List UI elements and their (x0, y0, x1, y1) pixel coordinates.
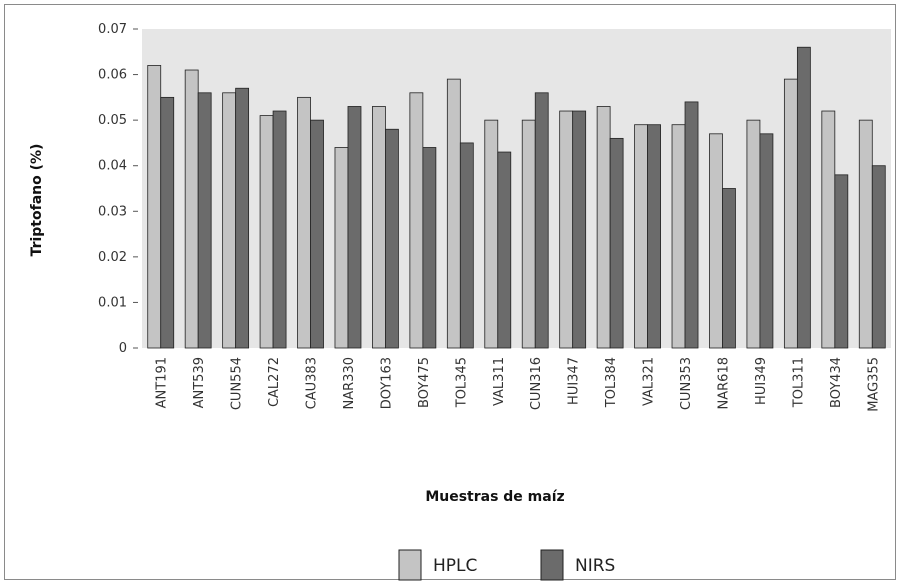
bar-hplc (259, 115, 274, 349)
bar-hplc (596, 106, 611, 349)
legend-swatch-nirs (540, 549, 564, 581)
y-tick-label: 0 (119, 341, 127, 356)
bar-nirs (160, 96, 175, 349)
bar-nirs (272, 110, 287, 349)
y-tick-label: 0.01 (98, 295, 127, 310)
y-axis-ticks: 0 0.01 0.02 0.03 0.04 0.05 0.06 0.07 (98, 22, 138, 356)
bar-nirs (759, 133, 774, 349)
x-tick-label: TOL384 (604, 357, 619, 408)
x-axis-ticks: ANT191 ANT539 CUN554 CAL272 CAU383 NAR330 DOY1… (155, 357, 882, 412)
bar-nirs (385, 128, 399, 349)
bar-hplc (484, 119, 499, 349)
x-tick-label: VAL311 (492, 357, 507, 406)
bar-nirs (647, 124, 661, 349)
bar-hplc (634, 124, 648, 349)
bar-nirs (796, 46, 811, 349)
x-tick-label: NAR330 (342, 357, 357, 409)
bar-nirs (235, 87, 250, 349)
y-tick-label: 0.06 (98, 68, 127, 83)
bars (147, 46, 886, 349)
bar-hplc (521, 119, 536, 349)
bar-nirs (347, 106, 362, 349)
bar-nirs (422, 147, 437, 349)
bar-hplc (147, 65, 162, 349)
bar-hplc (334, 147, 349, 349)
x-tick-label: ANT539 (192, 357, 207, 408)
legend-label-hplc: HPLC (433, 556, 477, 576)
bar-hplc (746, 119, 761, 349)
bar-hplc (821, 110, 836, 349)
bar-hplc (858, 119, 873, 349)
bar-hplc (297, 96, 311, 349)
x-tick-label: CUN353 (679, 357, 694, 410)
bar-nirs (609, 137, 624, 349)
x-tick-label: CUN554 (230, 357, 245, 410)
x-tick-label: BOY434 (829, 357, 844, 408)
y-tick-label: 0.02 (98, 250, 127, 265)
bar-hplc (372, 106, 386, 349)
x-tick-label: TOL345 (454, 357, 469, 408)
bar-nirs (722, 188, 736, 349)
bar-hplc (559, 110, 574, 349)
bar-hplc (709, 133, 723, 349)
legend-swatch-hplc (398, 549, 422, 581)
x-tick-label: VAL321 (642, 357, 657, 406)
y-tick-label: 0.05 (98, 113, 127, 128)
x-tick-label: HUI347 (567, 357, 582, 405)
bar-nirs (534, 92, 549, 349)
x-tick-label: CUN316 (529, 357, 544, 410)
y-tick-label: 0.03 (98, 204, 127, 219)
x-tick-label: CAU383 (305, 357, 320, 409)
x-tick-label: DOY163 (379, 357, 394, 409)
bar-nirs (684, 101, 699, 349)
x-tick-label: HUI349 (754, 357, 769, 405)
x-tick-label: NAR618 (716, 357, 731, 409)
bar-nirs (310, 119, 324, 349)
y-tick-label: 0.04 (98, 159, 127, 174)
x-axis-title: Muestras de maíz (425, 489, 564, 505)
y-tick-label: 0.07 (98, 22, 127, 37)
bar-hplc (446, 78, 461, 349)
bar-hplc (783, 78, 798, 349)
bar-nirs (459, 142, 474, 349)
bar-hplc (409, 92, 424, 349)
x-tick-label: TOL311 (791, 357, 806, 408)
bar-hplc (222, 92, 237, 349)
x-tick-label: ANT191 (155, 357, 170, 408)
y-axis-title: Triptofano (%) (29, 144, 45, 257)
bar-nirs (572, 110, 587, 349)
legend: HPLC NIRS (398, 549, 615, 581)
chart-frame: 0 0.01 0.02 0.03 0.04 0.05 0.06 0.07 ANT191 ANT5… (4, 4, 896, 581)
legend-label-nirs: NIRS (575, 556, 615, 576)
x-tick-label: BOY475 (417, 357, 432, 408)
x-tick-label: MAG355 (866, 357, 881, 412)
x-tick-label: CAL272 (267, 357, 282, 407)
bar-hplc (671, 124, 686, 349)
plot-area (142, 29, 891, 348)
bar-chart: 0 0.01 0.02 0.03 0.04 0.05 0.06 0.07 ANT191 ANT5… (29, 22, 891, 581)
bar-nirs (497, 151, 512, 349)
bar-nirs (871, 165, 886, 349)
bar-hplc (184, 69, 199, 349)
bar-nirs (197, 92, 212, 349)
bar-nirs (834, 174, 849, 349)
